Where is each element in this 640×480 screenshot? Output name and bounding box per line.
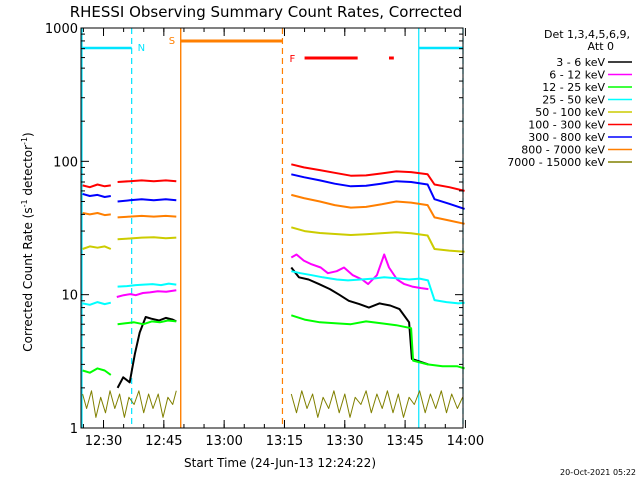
series-0-line-0 xyxy=(116,316,177,389)
flare-marker: F xyxy=(289,54,295,65)
legend-header: Det 1,3,4,5,6,9, xyxy=(544,28,630,41)
legend-label-7: 800 - 7000 keV xyxy=(521,144,605,157)
legend-label-6: 300 - 800 keV xyxy=(528,131,605,144)
y-tick-label-3: 1000 xyxy=(45,22,78,37)
x-tick-label-3: 13:15 xyxy=(266,434,303,449)
series-0-line-1 xyxy=(290,266,429,366)
legend-label-1: 6 - 12 keV xyxy=(549,69,605,82)
x-axis-label: Start Time (24-Jun-13 12:24:22) xyxy=(184,456,376,470)
legend-label-8: 7000 - 15000 keV xyxy=(507,156,605,169)
legend-subheader: Att 0 xyxy=(588,40,614,53)
series-1-line-1 xyxy=(290,253,429,291)
series-5-line-0 xyxy=(82,183,111,189)
series-6-line-0 xyxy=(82,192,111,198)
series-3-line-2 xyxy=(291,270,465,305)
legend-label-3: 25 - 50 keV xyxy=(542,94,605,107)
x-tick-label-0: 12:30 xyxy=(85,434,122,449)
series-layer xyxy=(82,163,465,418)
series-6-line-1 xyxy=(117,198,177,203)
series-1-line-0 xyxy=(116,289,177,298)
legend-label-5: 100 - 300 keV xyxy=(528,119,605,132)
y-axis-label-sup1: -1 xyxy=(20,199,29,207)
y-axis-label: Corrected Count Rate (s-1 detector-1) xyxy=(20,132,35,351)
legend-label-0: 3 - 6 keV xyxy=(556,56,605,69)
x-tick-label-5: 13:45 xyxy=(386,434,423,449)
series-2-line-1 xyxy=(117,319,177,326)
series-8-line-1 xyxy=(290,390,464,418)
series-3-line-0 xyxy=(82,301,112,306)
series-7-line-0 xyxy=(82,212,111,217)
x-tick-label-1: 12:45 xyxy=(145,434,182,449)
plot-frame xyxy=(80,27,464,429)
y-tick-label-2: 100 xyxy=(53,155,78,170)
orbit-bands: N S F xyxy=(81,28,464,428)
x-tick-label-6: 14:00 xyxy=(447,434,484,449)
series-5-line-1 xyxy=(117,179,177,183)
x-tick-label-4: 13:30 xyxy=(326,434,363,449)
night-marker: N xyxy=(138,43,145,54)
series-5-line-2 xyxy=(291,163,465,192)
y-axis-label-main: Corrected Count Rate (s xyxy=(21,207,35,351)
series-4-line-2 xyxy=(291,226,465,253)
chart-title: RHESSI Observing Summary Count Rates, Co… xyxy=(70,3,463,21)
series-4-line-0 xyxy=(82,245,112,250)
saa-marker: S xyxy=(169,36,175,47)
series-7-line-2 xyxy=(291,193,465,225)
series-7-line-1 xyxy=(117,214,177,219)
y-tick-label-1: 10 xyxy=(61,289,78,304)
axes: 12:30 12:45 13:00 13:15 13:30 13:45 14:00 1 10 10… xyxy=(45,22,484,449)
x-tick-label-2: 13:00 xyxy=(205,434,242,449)
series-3-line-1 xyxy=(117,282,177,288)
y-axis-label-mid: detector xyxy=(21,145,35,200)
series-8-line-0 xyxy=(82,390,177,418)
series-2-line-0 xyxy=(82,367,112,376)
legend-label-2: 12 - 25 keV xyxy=(542,81,605,94)
series-4-line-1 xyxy=(117,236,177,241)
legend-label-4: 50 - 100 keV xyxy=(535,106,605,119)
series-2-line-2 xyxy=(290,314,465,370)
generation-timestamp: 20-Oct-2021 05:22 xyxy=(560,468,636,477)
y-tick-label-0: 1 xyxy=(70,422,78,437)
y-axis-label-end: ) xyxy=(21,132,35,137)
series-6-line-2 xyxy=(291,173,465,210)
y-axis-label-sup2: -1 xyxy=(20,137,29,145)
